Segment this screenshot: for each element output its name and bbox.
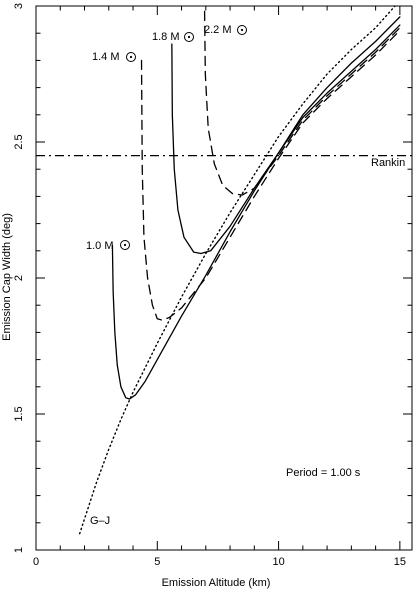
x-tick-label: 10 xyxy=(272,556,284,568)
y-tick-label: 3 xyxy=(13,3,25,9)
x-tick-label: 0 xyxy=(33,556,39,568)
y-tick-label: 2.5 xyxy=(13,134,25,149)
label-1-0-msun: 1.0 M xyxy=(86,240,130,252)
series-line-1 xyxy=(111,24,401,400)
sun-symbol-icon xyxy=(126,52,136,62)
y-tick-label: 1.5 xyxy=(13,406,25,421)
sun-symbol-icon xyxy=(120,240,130,250)
label-rankin: Rankin xyxy=(371,157,405,169)
series-line-4 xyxy=(203,10,401,196)
x-tick-label: 15 xyxy=(394,556,406,568)
y-tick-label: 2 xyxy=(13,275,25,281)
y-axis-label: Emission Cap Width (deg) xyxy=(1,213,13,341)
series xyxy=(78,5,401,535)
tick-labels: 0 5 10 15 1 1.5 2 2.5 3 xyxy=(13,3,406,568)
x-tick-label: 5 xyxy=(154,556,160,568)
series-line-5 xyxy=(78,5,396,535)
label-period: Period = 1.00 s xyxy=(286,467,361,479)
series-line-2 xyxy=(140,29,401,321)
label-1-0-msun-text: 1.0 M xyxy=(86,240,114,252)
series-line-3 xyxy=(171,16,401,255)
label-1-8-msun-text: 1.8 M xyxy=(152,31,180,43)
y-tick-label: 1 xyxy=(13,547,25,553)
label-1-4-msun-text: 1.4 M xyxy=(92,51,120,63)
label-2-2-msun: 2.2 M xyxy=(204,24,247,36)
label-gj: G–J xyxy=(90,515,110,527)
label-1-4-msun: 1.4 M xyxy=(92,51,136,63)
label-1-8-msun: 1.8 M xyxy=(152,31,194,43)
axis-ticks xyxy=(35,5,412,551)
sun-symbol-icon xyxy=(237,25,247,35)
sun-symbol-icon xyxy=(184,32,194,42)
label-2-2-msun-text: 2.2 M xyxy=(204,24,232,36)
x-axis-label: Emission Altitude (km) xyxy=(162,577,271,589)
